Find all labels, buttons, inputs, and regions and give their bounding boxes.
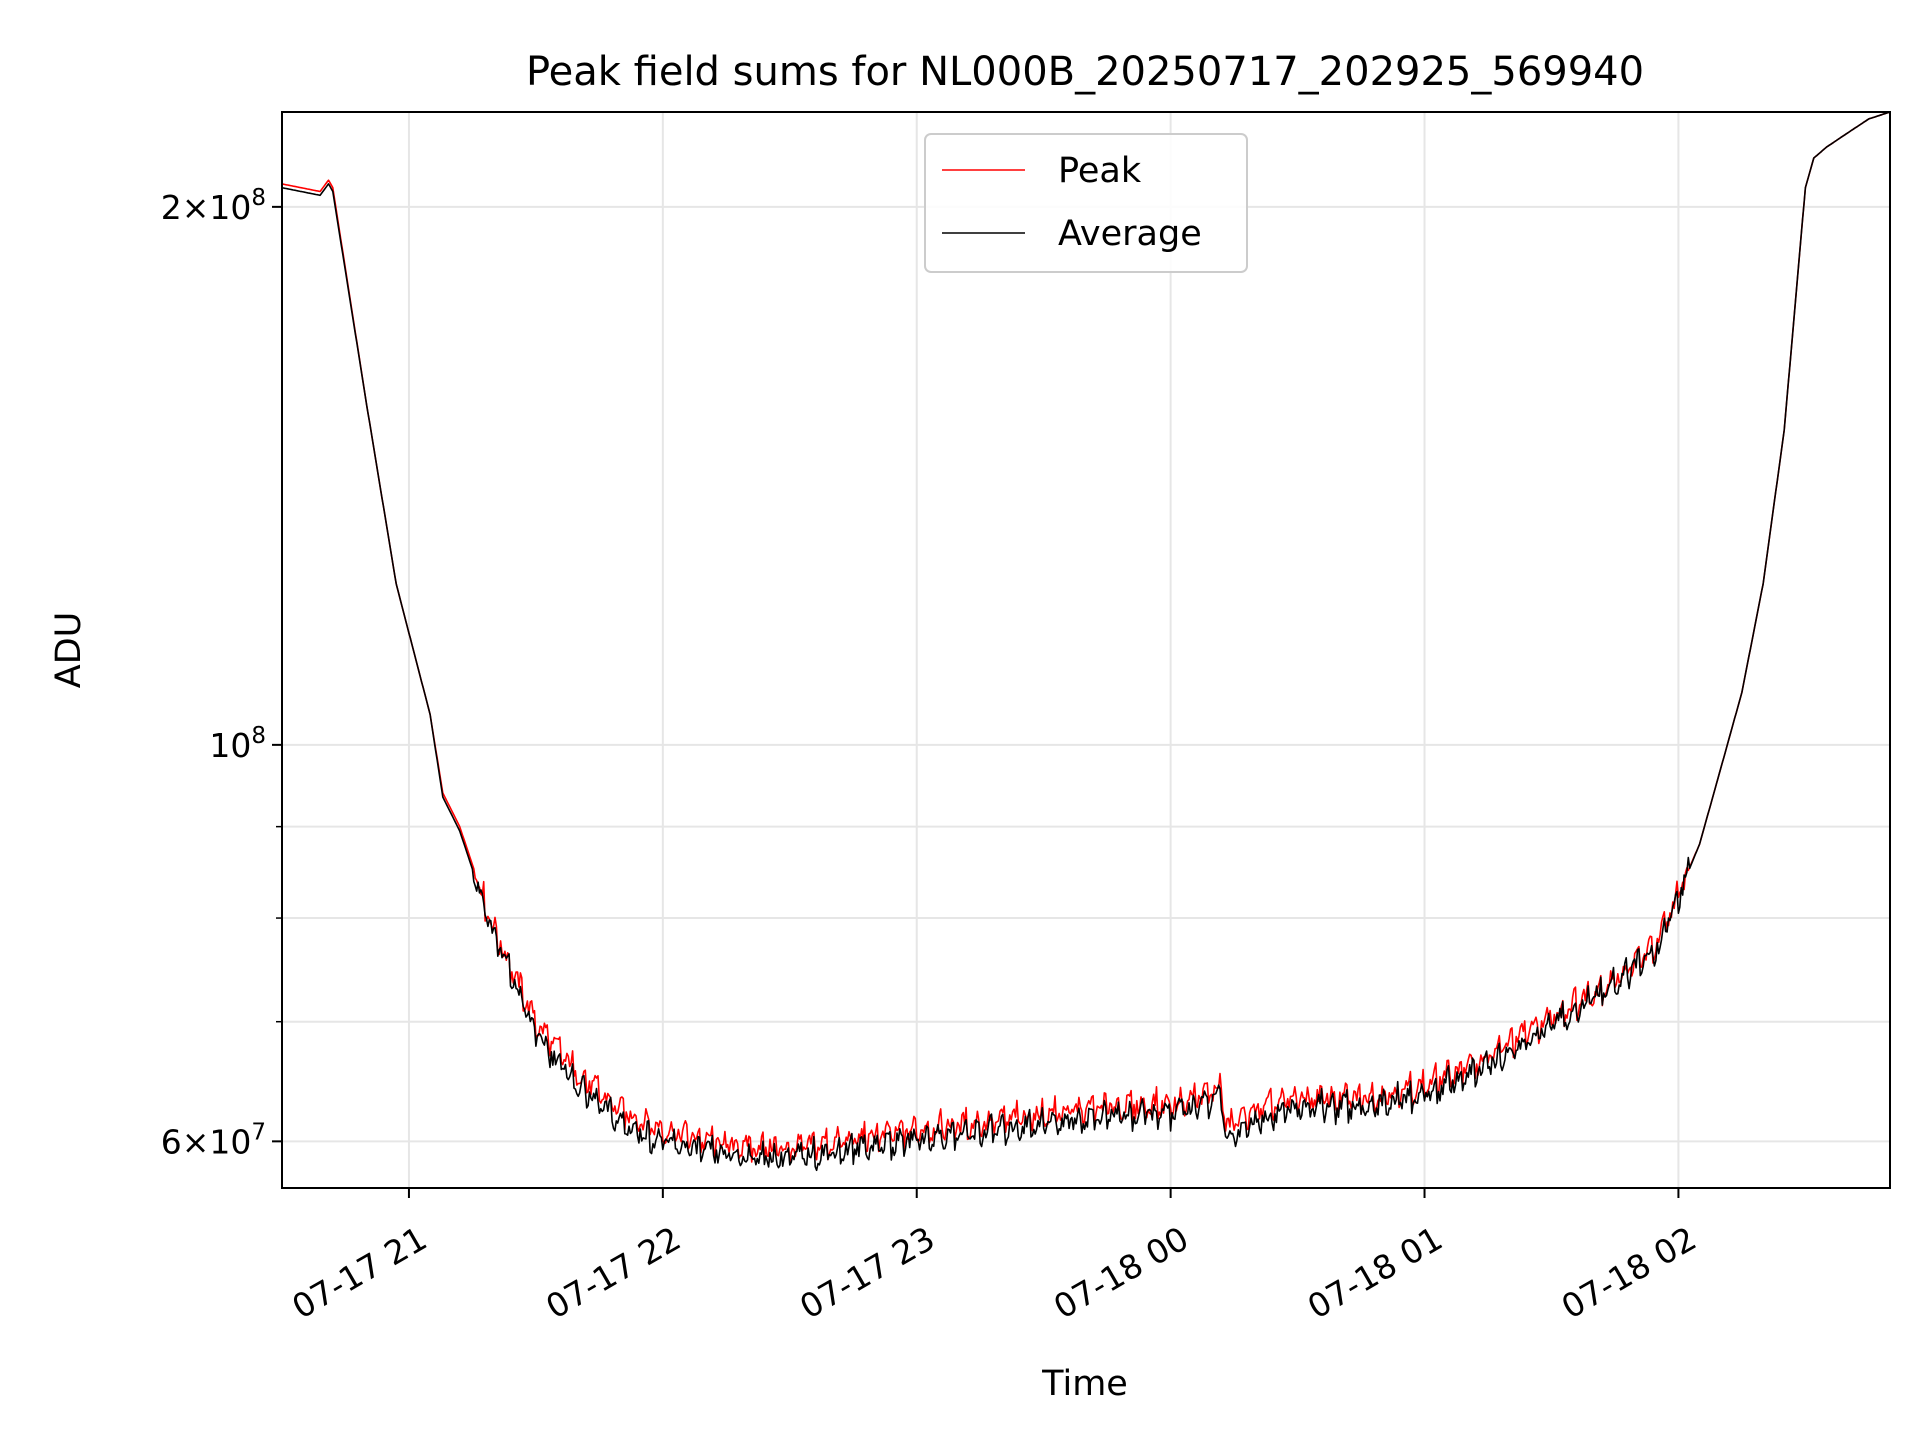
legend-box: [924, 133, 1248, 273]
plot-series: [281, 111, 1891, 1172]
legend-label-average: Average: [1058, 214, 1202, 254]
y-tick-label: 108: [209, 723, 266, 765]
y-axis-label: ADU: [49, 612, 89, 689]
plot-frame: [281, 111, 1891, 1189]
y-tick-label: 2×108: [161, 185, 266, 227]
series-line-average: [281, 111, 1891, 1172]
chart-title: Peak field sums for NL000B_20250717_2029…: [526, 49, 1644, 95]
y-tick-label: 6×107: [161, 1119, 266, 1161]
x-axis-label: Time: [1041, 1364, 1128, 1404]
grid: [282, 112, 1890, 1188]
legend-label-peak: Peak: [1058, 151, 1142, 191]
legend: Peak Average: [924, 133, 1248, 273]
